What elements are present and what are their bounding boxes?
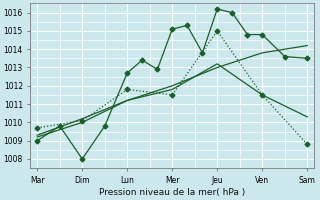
X-axis label: Pression niveau de la mer( hPa ): Pression niveau de la mer( hPa ) (99, 188, 245, 197)
